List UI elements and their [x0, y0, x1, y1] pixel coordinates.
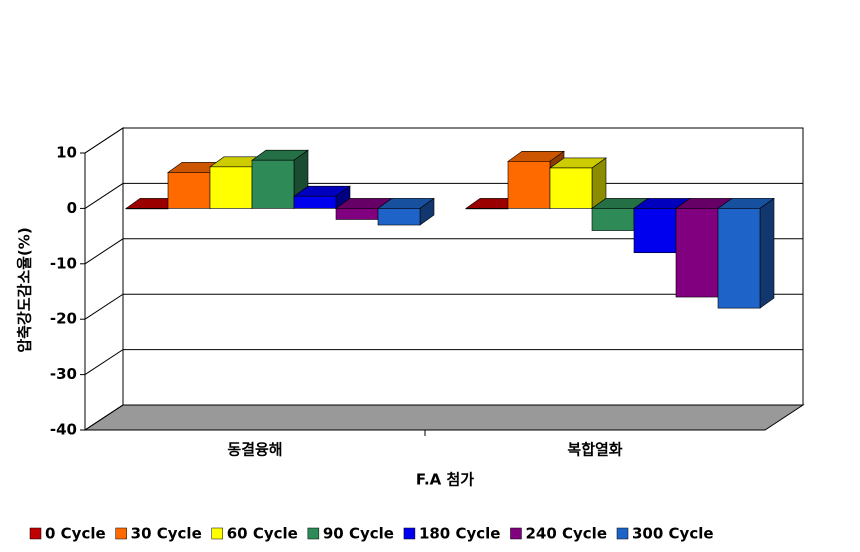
bar	[377, 208, 421, 226]
legend-label: 300 Cycle	[632, 525, 714, 543]
legend-swatch	[29, 527, 42, 540]
bar-side	[759, 197, 775, 309]
grid-line	[84, 349, 803, 376]
y-tick-label: 10	[56, 144, 77, 162]
legend-label: 180 Cycle	[419, 525, 501, 543]
legend-swatch	[510, 527, 522, 540]
bar	[251, 159, 295, 209]
back-wall	[84, 127, 124, 431]
legend-label: 0 Cycle	[45, 525, 106, 543]
legend-label: 60 Cycle	[227, 525, 298, 543]
y-tick-label: -20	[50, 310, 77, 328]
legend-swatch	[616, 527, 629, 540]
bar	[125, 208, 169, 210]
bar	[507, 161, 551, 209]
legend-swatch	[307, 527, 320, 540]
grid-line	[84, 238, 803, 265]
grid-line	[84, 127, 803, 154]
y-tick-label: 0	[67, 199, 77, 217]
bar	[335, 208, 379, 220]
x-tick-label: 동결융해	[227, 441, 282, 459]
y-axis-label: 압축강도감소율(%)	[16, 227, 34, 352]
bar	[465, 208, 509, 210]
bar	[209, 166, 253, 209]
bar	[717, 208, 761, 309]
y-tick-label: -30	[50, 365, 77, 383]
bar	[591, 208, 635, 231]
bar	[549, 167, 593, 209]
legend-swatch	[403, 527, 416, 540]
bar	[293, 195, 337, 209]
legend-label: 30 Cycle	[131, 525, 202, 543]
legend-label: 90 Cycle	[323, 525, 394, 543]
grid-line	[84, 404, 803, 431]
x-tick-label: 복합열화	[567, 441, 622, 459]
bar	[675, 208, 719, 298]
y-tick-label: -10	[50, 254, 77, 272]
y-tick-label: -40	[50, 421, 77, 439]
x-axis-label: F.A 첨가	[416, 471, 474, 489]
bar	[167, 172, 211, 209]
bar	[633, 208, 677, 254]
grid-line	[84, 293, 803, 320]
legend-swatch	[115, 527, 127, 540]
floor	[83, 404, 805, 431]
legend-swatch	[211, 527, 223, 540]
legend-label: 240 Cycle	[525, 525, 607, 543]
